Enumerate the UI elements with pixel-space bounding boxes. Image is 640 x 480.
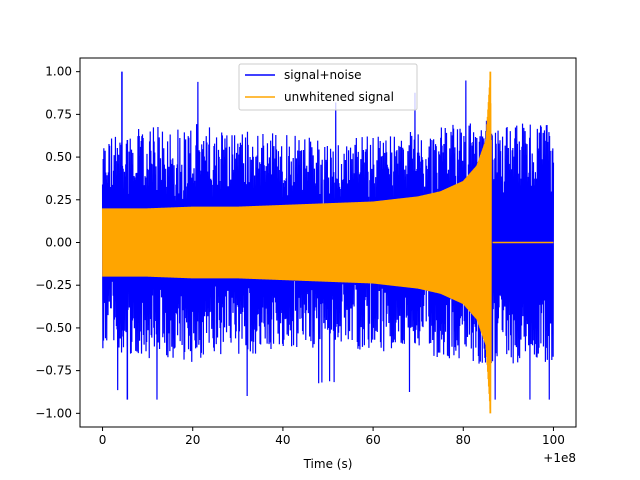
x-tick-label: 80 (456, 433, 471, 447)
y-tick-label: 0.50 (45, 150, 72, 164)
legend-label-signal-noise: signal+noise (284, 68, 361, 82)
legend: signal+noise unwhitened signal (238, 63, 418, 111)
x-tick-label: 0 (99, 433, 107, 447)
y-tick-label: −1.00 (35, 406, 72, 420)
x-tick-label: 20 (185, 433, 200, 447)
y-tick-label: 0.75 (45, 107, 72, 121)
plot-area (101, 71, 555, 414)
y-tick-label: −0.75 (35, 364, 72, 378)
x-axis-ticks: 0 20 40 60 80 100 (99, 427, 565, 447)
x-tick-label: 60 (365, 433, 380, 447)
series-unwhitened-signal (101, 71, 554, 414)
y-tick-label: 1.00 (45, 65, 72, 79)
x-axis-offset-label: +1e8 (543, 451, 576, 465)
y-tick-label: −0.50 (35, 321, 72, 335)
y-tick-label: 0.25 (45, 193, 72, 207)
y-tick-label: 0.00 (45, 236, 72, 250)
y-tick-label: −0.25 (35, 278, 72, 292)
series-line-unwhitened-signal (101, 72, 492, 409)
x-tick-label: 100 (542, 433, 565, 447)
legend-box (238, 63, 418, 111)
x-axis-label: Time (s) (303, 457, 353, 471)
legend-label-unwhitened-signal: unwhitened signal (284, 90, 394, 104)
y-axis-ticks: −1.00 −0.75 −0.50 −0.25 0.00 0.25 0.50 0.75 1.00 (35, 65, 80, 420)
x-tick-label: 40 (275, 433, 290, 447)
